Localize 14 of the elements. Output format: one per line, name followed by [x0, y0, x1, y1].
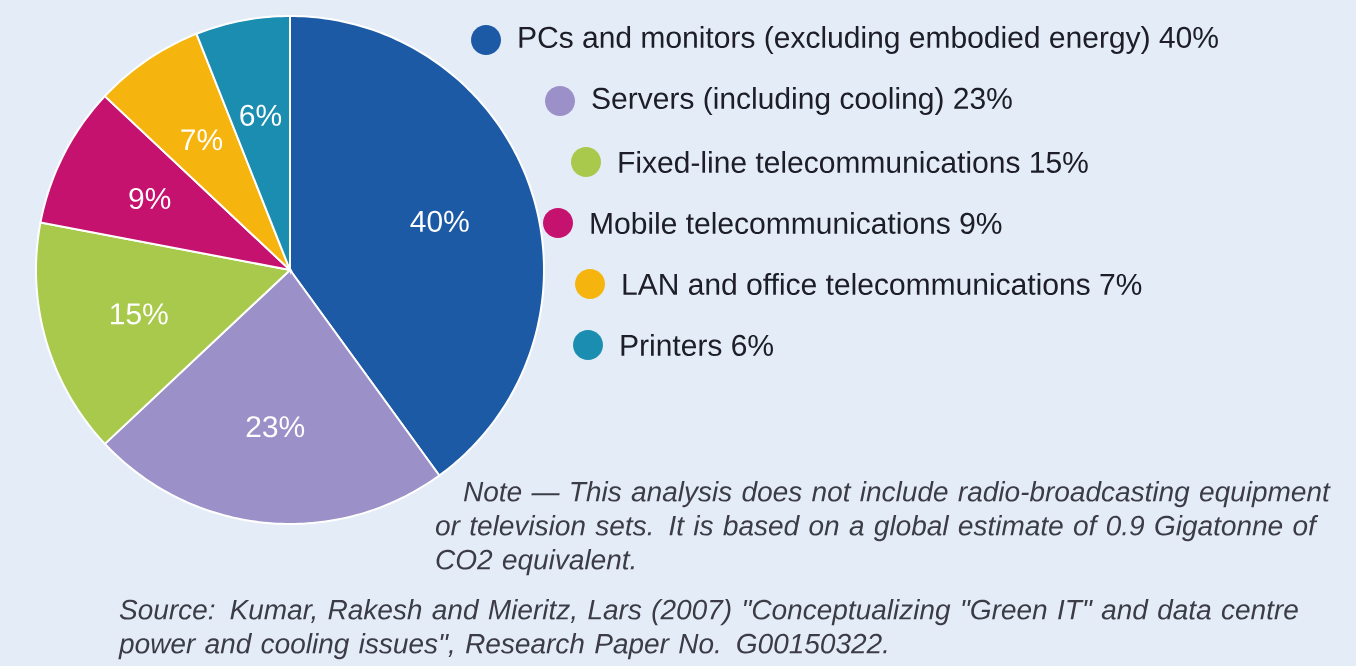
data-label: 23% [246, 416, 305, 438]
legend-label: LAN and office telecommunications 7% [623, 272, 1142, 295]
data-label: 9% [129, 187, 171, 210]
data-label: 40% [410, 210, 469, 232]
legend-label: Fixed-line telecommunications 15% [619, 150, 1088, 173]
legend-label: Printers 6% [621, 333, 773, 356]
text: Note — This analysis does not include radio-broadcasting equipment or television sets. It is based on a global estimate of 0.9 Gigatonne of CO2 equivalent. [435, 481, 1331, 576]
source-note: Source: Kumar, Rakesh and Mieritz, Lars (2007) "Conceptualizing "Green IT" and data centre power and cooling issues", Research Paper No. G00150322. [118, 599, 1298, 660]
data-label: 6% [240, 104, 282, 126]
legend-label: Servers (including cooling) 23% [592, 87, 1012, 115]
data-label: 7% [181, 129, 223, 151]
legend-label: Mobile telecommunications 9% [591, 211, 1002, 234]
data-label: 15% [111, 303, 168, 325]
legend-label: PCs and monitors (excluding embodied energy) 40% [519, 26, 1218, 54]
